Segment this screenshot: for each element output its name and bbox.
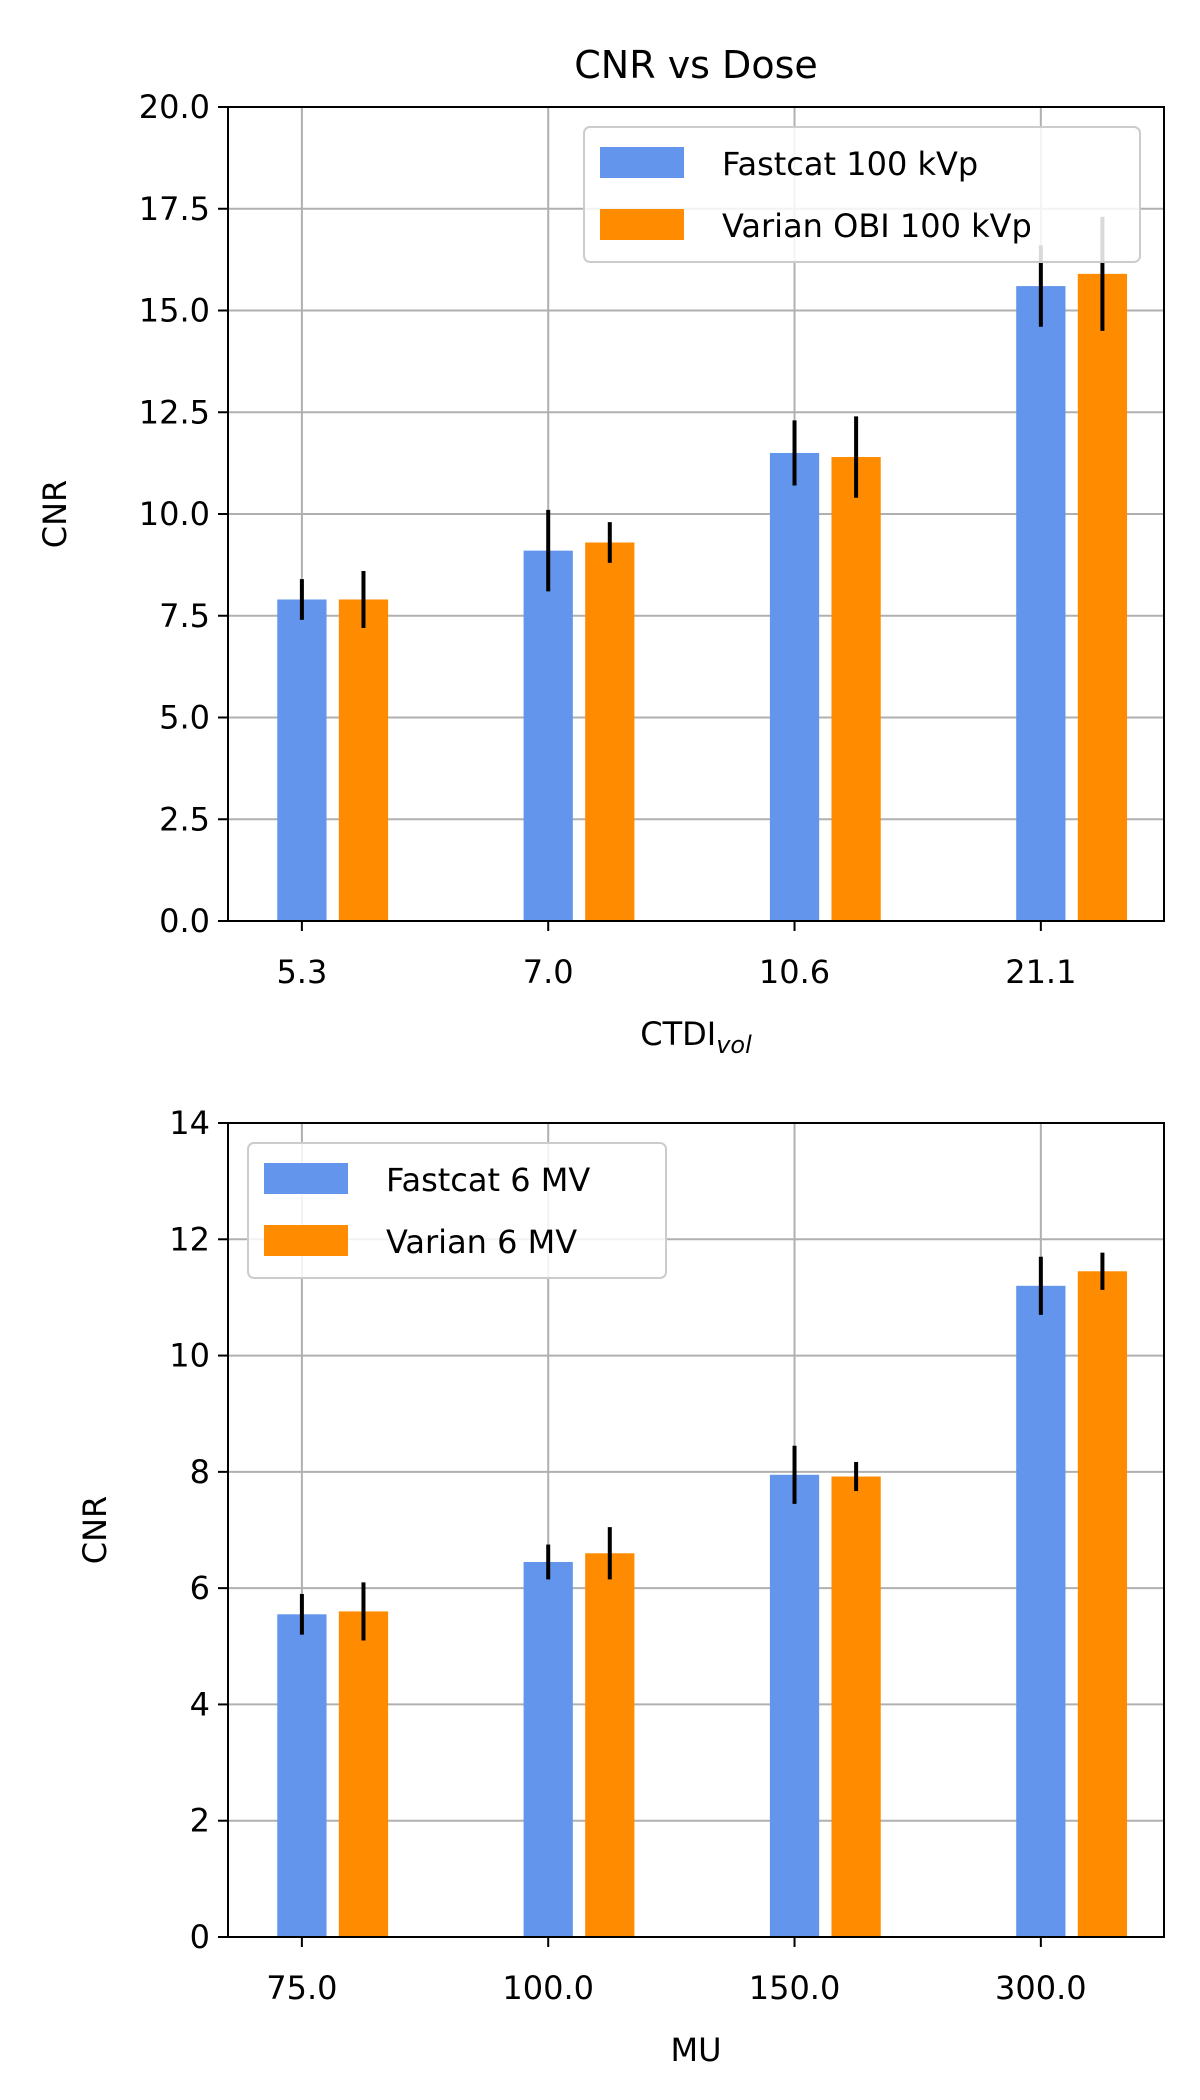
y-tick-label: 12 <box>169 1220 210 1258</box>
bar <box>585 1553 635 1937</box>
legend-label: Varian OBI 100 kVp <box>722 207 1032 245</box>
y-tick-label: 2 <box>190 1802 210 1840</box>
legend: Fastcat 100 kVp Varian OBI 100 kVp <box>583 126 1141 263</box>
x-tick-label: 10.6 <box>759 953 830 991</box>
chart-title: CNR vs Dose <box>574 43 818 87</box>
chart-2: 0 2 4 6 8 10 12 14 75.0 100.0 150.0 300.0 MU CNR Fastc… <box>76 1104 1165 2069</box>
legend-label: Fastcat 100 kVp <box>722 145 978 183</box>
bar <box>338 1611 389 1937</box>
bar <box>769 1474 820 1937</box>
y-tick-label: 17.5 <box>139 190 210 228</box>
bar <box>1077 273 1128 921</box>
x-tick-label: 21.1 <box>1005 953 1076 991</box>
y-tick-label: 10 <box>169 1337 210 1375</box>
x-tick-label: 300.0 <box>995 1969 1087 2007</box>
x-tick-label: 75.0 <box>266 1969 337 2007</box>
legend-box <box>583 126 1141 263</box>
legend-label: Varian 6 MV <box>386 1223 577 1261</box>
legend-swatch <box>264 1225 348 1256</box>
x-tick-label: 150.0 <box>749 1969 841 2007</box>
x-tick-label: 100.0 <box>502 1969 594 2007</box>
x-tick-label: 5.3 <box>276 953 327 991</box>
legend: Fastcat 6 MV Varian 6 MV <box>247 1142 667 1279</box>
bar <box>831 1476 881 1937</box>
legend-swatch <box>600 147 684 178</box>
y-tick-label: 8 <box>190 1453 210 1491</box>
plot-frame <box>227 1122 1165 1938</box>
x-axis-label: MU <box>670 2031 721 2069</box>
bar <box>1016 286 1066 922</box>
chart-1: CNR vs Dose 0.0 2.5 5.0 7.5 10.0 12.5 15.0 17.5 2… <box>36 43 1165 1059</box>
bar <box>1016 1285 1066 1937</box>
bar <box>1077 1271 1128 1937</box>
bar <box>523 550 573 921</box>
y-tick-label: 5.0 <box>159 699 210 737</box>
plot-frame <box>227 106 1165 922</box>
bar <box>523 1561 573 1937</box>
y-tick-label: 15.0 <box>139 292 210 330</box>
y-tick-label: 0.0 <box>159 902 210 940</box>
legend-swatch <box>600 209 684 240</box>
y-axis-label: CNR <box>36 480 74 549</box>
x-tick-label: 7.0 <box>523 953 574 991</box>
y-tick-label: 0 <box>190 1918 210 1956</box>
y-tick-label: 4 <box>190 1685 210 1723</box>
legend-box <box>247 1142 667 1279</box>
bar <box>277 599 327 921</box>
y-tick-label: 2.5 <box>159 800 210 838</box>
y-tick-label: 7.5 <box>159 597 210 635</box>
y-tick-label: 14 <box>169 1104 210 1142</box>
legend-swatch <box>264 1163 348 1194</box>
legend-label: Fastcat 6 MV <box>386 1161 590 1199</box>
y-axis-label: CNR <box>76 1496 114 1565</box>
bar <box>831 457 881 921</box>
x-axis-label: CTDIvol <box>640 1015 752 1059</box>
y-tick-label: 6 <box>190 1569 210 1607</box>
bar <box>338 599 389 921</box>
bar <box>585 542 635 921</box>
y-tick-label: 20.0 <box>139 88 210 126</box>
y-tick-label: 12.5 <box>139 393 210 431</box>
bar <box>769 452 820 921</box>
y-tick-label: 10.0 <box>139 495 210 533</box>
bar <box>277 1614 327 1937</box>
